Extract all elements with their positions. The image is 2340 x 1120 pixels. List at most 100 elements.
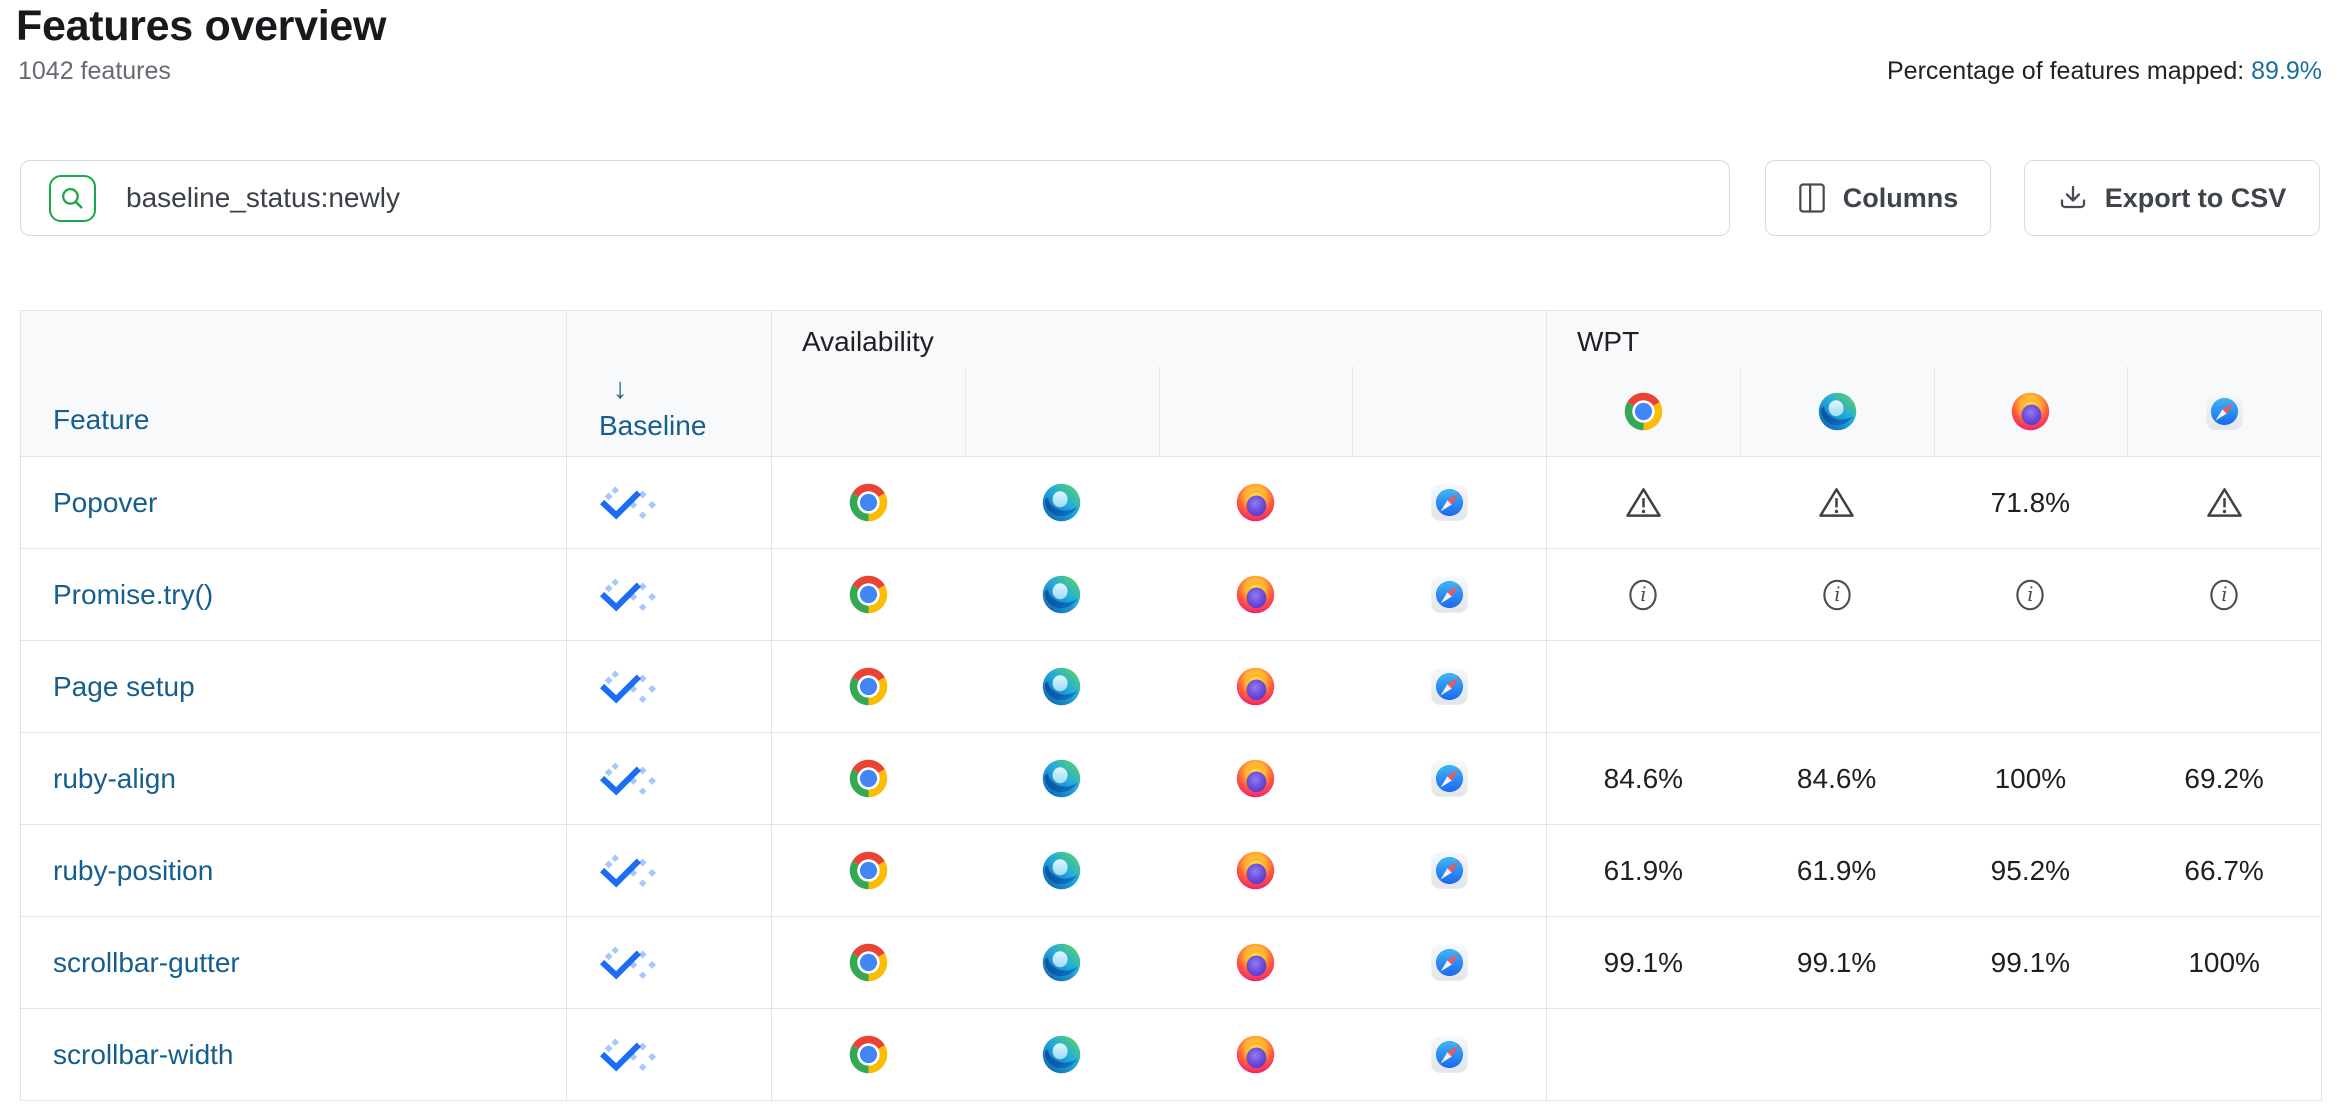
baseline-status-cell bbox=[566, 640, 771, 732]
availability-cell bbox=[1352, 1008, 1546, 1100]
mapped-label: Percentage of features mapped: bbox=[1886, 57, 2252, 85]
page-title: Features overview bbox=[16, 2, 387, 50]
edge-icon bbox=[1039, 572, 1084, 617]
wpt-score-cell: 84.6% bbox=[1546, 732, 1740, 824]
sort-descending-arrow-icon: ↓ bbox=[613, 373, 628, 405]
search-button[interactable] bbox=[49, 174, 96, 222]
wpt-score-cell: 99.1% bbox=[1739, 916, 1934, 1008]
wpt-score: 100% bbox=[1994, 762, 2067, 794]
wpt-score-cell: 71.8% bbox=[1933, 456, 2128, 548]
baseline-status-cell bbox=[566, 456, 771, 548]
wpt-score-cell bbox=[1546, 456, 1740, 548]
baseline-sort-link[interactable]: Baseline bbox=[599, 410, 707, 441]
safari-icon bbox=[1427, 940, 1472, 985]
edge-icon bbox=[1039, 664, 1084, 709]
wpt-score: 95.2% bbox=[1990, 854, 2071, 886]
availability-cell bbox=[771, 456, 965, 548]
feature-link[interactable]: ruby-position bbox=[53, 854, 214, 886]
columns-button[interactable]: Columns bbox=[1765, 160, 1991, 236]
availability-group-header: Availability bbox=[771, 311, 1546, 366]
baseline-column-header: ↓ Baseline bbox=[566, 311, 771, 456]
baseline-status-cell bbox=[566, 824, 771, 916]
edge-icon bbox=[1039, 1032, 1084, 1077]
wpt-edge-header bbox=[1739, 366, 1934, 456]
wpt-score: 61.9% bbox=[1796, 854, 1877, 886]
wpt-score-cell bbox=[1739, 640, 1934, 732]
feature-link[interactable]: scrollbar-width bbox=[53, 1038, 234, 1070]
wpt-score-cell bbox=[1546, 640, 1740, 732]
baseline-newly-icon bbox=[599, 762, 658, 796]
feature-link[interactable]: Promise.try() bbox=[53, 578, 214, 610]
baseline-status-cell bbox=[566, 548, 771, 640]
availability-cell bbox=[964, 456, 1159, 548]
download-icon bbox=[2058, 184, 2088, 212]
features-table: Feature ↓ Baseline Availability WPT Popo… bbox=[20, 310, 2322, 1101]
chrome-icon bbox=[846, 1032, 891, 1077]
wpt-chrome-header bbox=[1546, 366, 1740, 456]
safari-icon bbox=[1427, 664, 1472, 709]
wpt-group-header: WPT bbox=[1546, 311, 2321, 366]
wpt-score-cell bbox=[1739, 548, 1934, 640]
info-icon bbox=[1821, 577, 1853, 613]
wpt-score-cell: 99.1% bbox=[1546, 916, 1740, 1008]
edge-icon bbox=[1039, 756, 1084, 801]
availability-cell bbox=[964, 548, 1159, 640]
availability-cell bbox=[1352, 916, 1546, 1008]
feature-link[interactable]: scrollbar-gutter bbox=[53, 946, 240, 978]
search-input[interactable] bbox=[124, 181, 1709, 215]
search-icon bbox=[59, 185, 86, 212]
availability-cell bbox=[1158, 824, 1353, 916]
safari-icon bbox=[1427, 756, 1472, 801]
wpt-score: 99.1% bbox=[1796, 946, 1877, 978]
availability-cell bbox=[1352, 824, 1546, 916]
search-box[interactable] bbox=[20, 160, 1730, 236]
export-button-label: Export to CSV bbox=[2104, 182, 2287, 213]
feature-link[interactable]: Page setup bbox=[53, 670, 195, 702]
feature-sort-link[interactable]: Feature bbox=[53, 404, 150, 435]
firefox-icon bbox=[1233, 848, 1278, 893]
baseline-newly-icon bbox=[599, 486, 658, 520]
availability-subheader bbox=[771, 366, 965, 456]
chrome-icon bbox=[846, 664, 891, 709]
wpt-score-cell: 84.6% bbox=[1739, 732, 1934, 824]
availability-cell bbox=[1158, 456, 1353, 548]
warning-icon bbox=[2205, 485, 2244, 520]
wpt-score-cell bbox=[1933, 548, 2128, 640]
feature-link[interactable]: ruby-align bbox=[53, 762, 176, 794]
availability-subheader bbox=[1352, 366, 1546, 456]
columns-icon bbox=[1798, 182, 1826, 214]
chrome-icon bbox=[846, 940, 891, 985]
chrome-icon bbox=[846, 848, 891, 893]
wpt-score: 71.8% bbox=[1990, 486, 2071, 518]
safari-icon bbox=[1427, 1032, 1472, 1077]
wpt-score-cell bbox=[1933, 640, 2128, 732]
availability-cell bbox=[1352, 732, 1546, 824]
availability-cell bbox=[1352, 548, 1546, 640]
export-csv-button[interactable]: Export to CSV bbox=[2024, 160, 2320, 236]
baseline-newly-icon bbox=[599, 946, 658, 980]
wpt-safari-header bbox=[2127, 366, 2321, 456]
firefox-icon bbox=[1233, 664, 1278, 709]
availability-cell bbox=[771, 732, 965, 824]
wpt-score-cell bbox=[1546, 548, 1740, 640]
wpt-score: 99.1% bbox=[1603, 946, 1684, 978]
mapped-percentage-link[interactable]: 89.9% bbox=[2251, 57, 2322, 85]
baseline-newly-icon bbox=[599, 1038, 658, 1072]
availability-cell bbox=[964, 916, 1159, 1008]
feature-link[interactable]: Popover bbox=[53, 486, 158, 518]
wpt-score-cell: 95.2% bbox=[1933, 824, 2128, 916]
availability-cell bbox=[1158, 916, 1353, 1008]
availability-cell bbox=[1158, 548, 1353, 640]
safari-icon bbox=[1427, 480, 1472, 525]
availability-subheader bbox=[1158, 366, 1353, 456]
baseline-newly-icon bbox=[599, 854, 658, 888]
wpt-score-cell: 69.2% bbox=[2127, 732, 2321, 824]
availability-cell bbox=[771, 640, 965, 732]
firefox-icon bbox=[2008, 389, 2053, 434]
wpt-score: 99.1% bbox=[1990, 946, 2071, 978]
warning-icon bbox=[1624, 485, 1663, 520]
edge-icon bbox=[1039, 940, 1084, 985]
firefox-icon bbox=[1233, 1032, 1278, 1077]
availability-cell bbox=[964, 824, 1159, 916]
firefox-icon bbox=[1233, 480, 1278, 525]
